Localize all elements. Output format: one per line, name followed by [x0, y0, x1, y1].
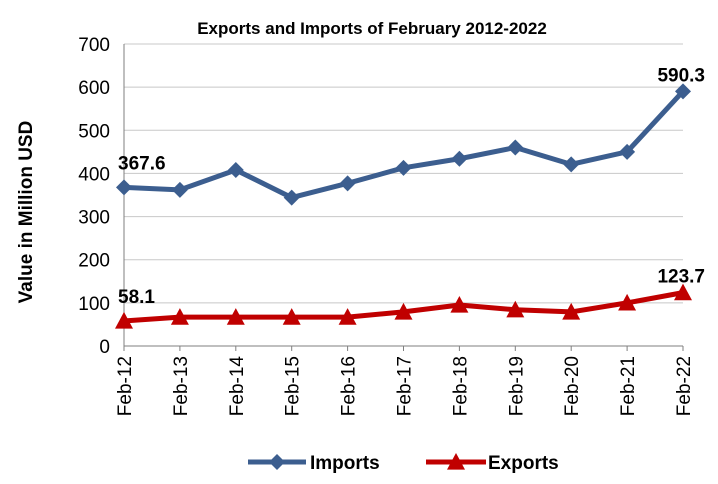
data-point-exports [562, 302, 581, 320]
data-point-exports [282, 308, 301, 325]
data-label: 367.6 [118, 153, 166, 174]
data-point-imports [227, 161, 244, 178]
legend-label-exports: Exports [488, 453, 559, 474]
y-tick-label: 600 [78, 78, 110, 99]
x-tick-label: Feb-21 [618, 356, 639, 416]
data-point-imports [339, 175, 356, 192]
x-tick-label: Feb-19 [506, 356, 527, 416]
x-tick-label: Feb-22 [674, 356, 695, 416]
data-point-exports [674, 283, 692, 301]
y-tick-label: 500 [78, 121, 110, 142]
data-labels: 367.6 590.3 58.1 123.7 [118, 65, 705, 308]
grid-lines [124, 43, 683, 304]
y-tick-label: 300 [78, 208, 110, 229]
data-point-exports [394, 302, 413, 320]
data-point-exports [170, 308, 189, 325]
y-axis-label: Value in Million USD [16, 121, 37, 304]
x-tick-label: Feb-14 [227, 356, 248, 417]
x-tick-label: Feb-15 [283, 356, 304, 416]
data-point-imports [507, 139, 524, 156]
x-tick-label: Feb-20 [562, 356, 583, 416]
axes: 0 100 200 300 400 500 600 700 Feb-12 Feb-13 Feb-14… [78, 35, 695, 416]
data-point-exports [115, 311, 133, 329]
x-tick-label: Feb-16 [339, 356, 360, 416]
data-point-exports [338, 308, 357, 325]
series-imports [116, 83, 691, 206]
legend-marker-exports [447, 453, 465, 470]
data-point-exports [450, 296, 469, 313]
x-tick-label: Feb-12 [115, 356, 136, 416]
data-point-imports [619, 143, 636, 160]
x-tick-label: Feb-13 [171, 356, 192, 416]
chart-title: Exports and Imports of February 2012-202… [197, 19, 547, 38]
legend-marker-imports [269, 454, 285, 470]
x-tick-label: Feb-17 [395, 356, 416, 416]
data-point-imports [563, 156, 580, 173]
legend: Imports Exports [248, 453, 559, 474]
data-point-imports [451, 150, 468, 167]
y-tick-label: 200 [78, 251, 110, 272]
data-label: 590.3 [657, 65, 705, 86]
series-line-imports [123, 89, 685, 201]
y-tick-label: 100 [78, 294, 110, 315]
data-point-imports [395, 159, 412, 176]
data-point-exports [226, 308, 245, 325]
data-point-imports [675, 83, 691, 100]
data-label: 123.7 [657, 267, 705, 288]
data-point-exports [506, 300, 525, 318]
series-exports [115, 283, 692, 329]
y-tick-label: 700 [78, 35, 110, 56]
legend-item-exports: Exports [426, 453, 559, 474]
data-point-exports [618, 293, 637, 311]
data-label: 58.1 [118, 287, 155, 308]
y-tick-label: 0 [99, 337, 110, 358]
data-point-imports [171, 181, 188, 198]
legend-label-imports: Imports [310, 453, 380, 474]
data-point-imports [283, 189, 300, 206]
y-tick-label: 400 [78, 164, 110, 185]
series-layer [115, 83, 692, 329]
data-point-imports [116, 179, 132, 196]
legend-item-imports: Imports [248, 453, 380, 474]
x-tick-label: Feb-18 [450, 356, 471, 416]
